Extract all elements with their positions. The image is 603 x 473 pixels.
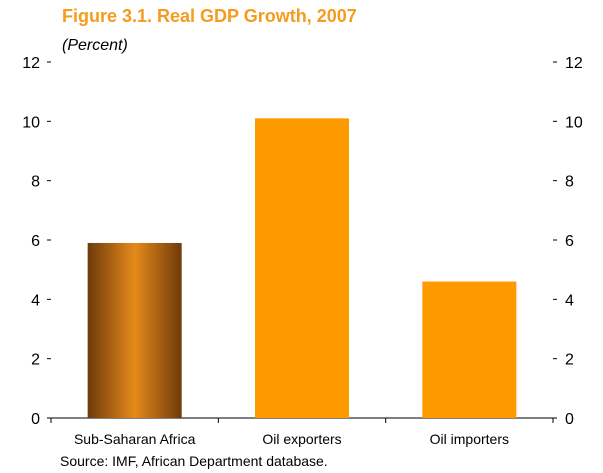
y-tick-label-right: 6 (565, 233, 574, 250)
x-category-label: Oil importers (430, 431, 509, 447)
y-tick-label-left: 6 (31, 233, 40, 250)
y-tick-label-left: 0 (31, 411, 40, 428)
y-tick-label-right: 0 (565, 411, 574, 428)
bar (255, 118, 349, 418)
chart-source-note: Source: IMF, African Department database… (60, 453, 328, 469)
chart-subtitle: (Percent) (62, 37, 128, 54)
y-tick-label-left: 10 (22, 114, 40, 131)
y-tick-label-right: 8 (565, 174, 574, 191)
x-category-label: Oil exporters (262, 431, 341, 447)
y-tick-label-left: 8 (31, 174, 40, 191)
y-tick-label-right: 10 (565, 114, 583, 131)
bar (87, 242, 182, 418)
bar (422, 281, 517, 418)
chart-title: Figure 3.1. Real GDP Growth, 2007 (62, 6, 357, 26)
y-tick-label-right: 4 (565, 292, 574, 309)
y-tick-label-left: 12 (22, 55, 40, 72)
y-tick-label-left: 2 (31, 352, 40, 369)
y-tick-label-right: 2 (565, 352, 574, 369)
x-category-label: Sub-Saharan Africa (74, 431, 196, 447)
y-tick-label-left: 4 (31, 292, 40, 309)
chart-bars (87, 118, 517, 418)
y-tick-label-right: 12 (565, 55, 583, 72)
chart-labels: 0 0 2 2 4 4 6 6 8 8 10 10 12 12 Sub-Saharan Africa Oil … (22, 55, 583, 447)
